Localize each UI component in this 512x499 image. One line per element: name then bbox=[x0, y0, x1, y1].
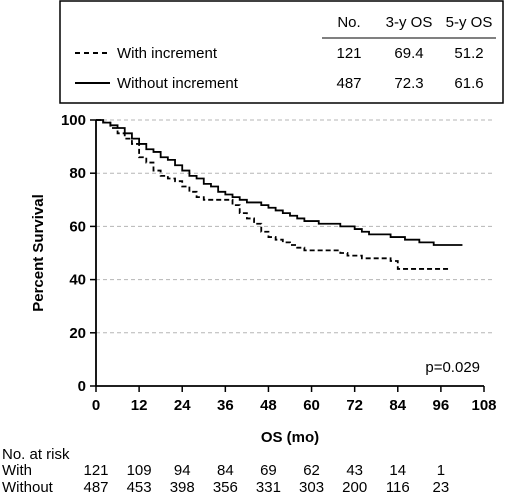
x-tick-label: 96 bbox=[433, 397, 450, 414]
legend-no-with: 121 bbox=[336, 45, 361, 62]
risk-value: 121 bbox=[83, 462, 108, 479]
y-tick-label: 80 bbox=[69, 165, 86, 182]
x-tick-label: 60 bbox=[303, 397, 320, 414]
survival-curves bbox=[96, 119, 463, 270]
risk-value: 1 bbox=[437, 462, 445, 479]
risk-value: 453 bbox=[127, 479, 152, 496]
legend-3y-with: 69.4 bbox=[394, 45, 423, 62]
risk-value: 116 bbox=[386, 479, 410, 496]
risk-row-label-without: Without bbox=[2, 479, 54, 496]
legend-5y-with: 51.2 bbox=[454, 45, 483, 62]
risk-value: 109 bbox=[127, 462, 152, 479]
y-tick-label: 0 bbox=[78, 378, 86, 395]
legend-header-5y: 5-y OS bbox=[446, 14, 493, 31]
legend-table: No. 3-y OS 5-y OS With increment 121 69.… bbox=[59, 0, 504, 104]
risk-value: 303 bbox=[299, 479, 324, 496]
x-axis-label: OS (mo) bbox=[261, 429, 319, 446]
y-tick-label: 20 bbox=[69, 325, 86, 342]
risk-row-label-with: With bbox=[2, 462, 32, 479]
risk-value: 398 bbox=[170, 479, 195, 496]
risk-value: 84 bbox=[217, 462, 234, 479]
risk-value: 23 bbox=[433, 479, 450, 496]
x-tick-label: 12 bbox=[131, 397, 148, 414]
series-without-increment bbox=[96, 119, 463, 246]
x-tick-label: 0 bbox=[92, 397, 100, 414]
x-tick-label: 48 bbox=[260, 397, 277, 414]
risk-value: 14 bbox=[389, 462, 406, 479]
risk-value: 200 bbox=[342, 479, 367, 496]
risk-table: No. at risk With Without 121 109 94 84 69 62 4… bbox=[2, 446, 449, 496]
risk-value: 62 bbox=[303, 462, 320, 479]
axes: 0 20 40 60 80 100 0 12 24 36 48 60 72 84 96 108 bbox=[61, 112, 497, 414]
risk-value: 331 bbox=[256, 479, 281, 496]
y-tick-label: 100 bbox=[61, 112, 86, 129]
p-value-annotation: p=0.029 bbox=[425, 359, 480, 376]
legend-label-without: Without increment bbox=[117, 75, 239, 92]
x-tick-label: 72 bbox=[346, 397, 363, 414]
risk-value: 94 bbox=[174, 462, 191, 479]
legend-5y-without: 61.6 bbox=[454, 75, 483, 92]
gridlines bbox=[96, 119, 494, 334]
legend-box bbox=[59, 0, 504, 104]
risk-value: 487 bbox=[83, 479, 108, 496]
risk-value: 69 bbox=[260, 462, 277, 479]
risk-table-title: No. at risk bbox=[2, 446, 70, 463]
legend-header-no: No. bbox=[337, 14, 360, 31]
risk-value: 43 bbox=[346, 462, 363, 479]
risk-value: 356 bbox=[213, 479, 238, 496]
legend-header-3y: 3-y OS bbox=[386, 14, 433, 31]
x-tick-label: 24 bbox=[174, 397, 191, 414]
y-tick-label: 60 bbox=[69, 218, 86, 235]
y-tick-label: 40 bbox=[69, 272, 86, 289]
y-axis-label: Percent Survival bbox=[30, 194, 47, 312]
legend-label-with: With increment bbox=[117, 45, 218, 62]
legend-no-without: 487 bbox=[336, 75, 361, 92]
x-tick-label: 84 bbox=[389, 397, 406, 414]
series-with-increment bbox=[96, 119, 449, 270]
legend-3y-without: 72.3 bbox=[394, 75, 423, 92]
x-tick-label: 36 bbox=[217, 397, 234, 414]
x-tick-label: 108 bbox=[471, 397, 496, 414]
